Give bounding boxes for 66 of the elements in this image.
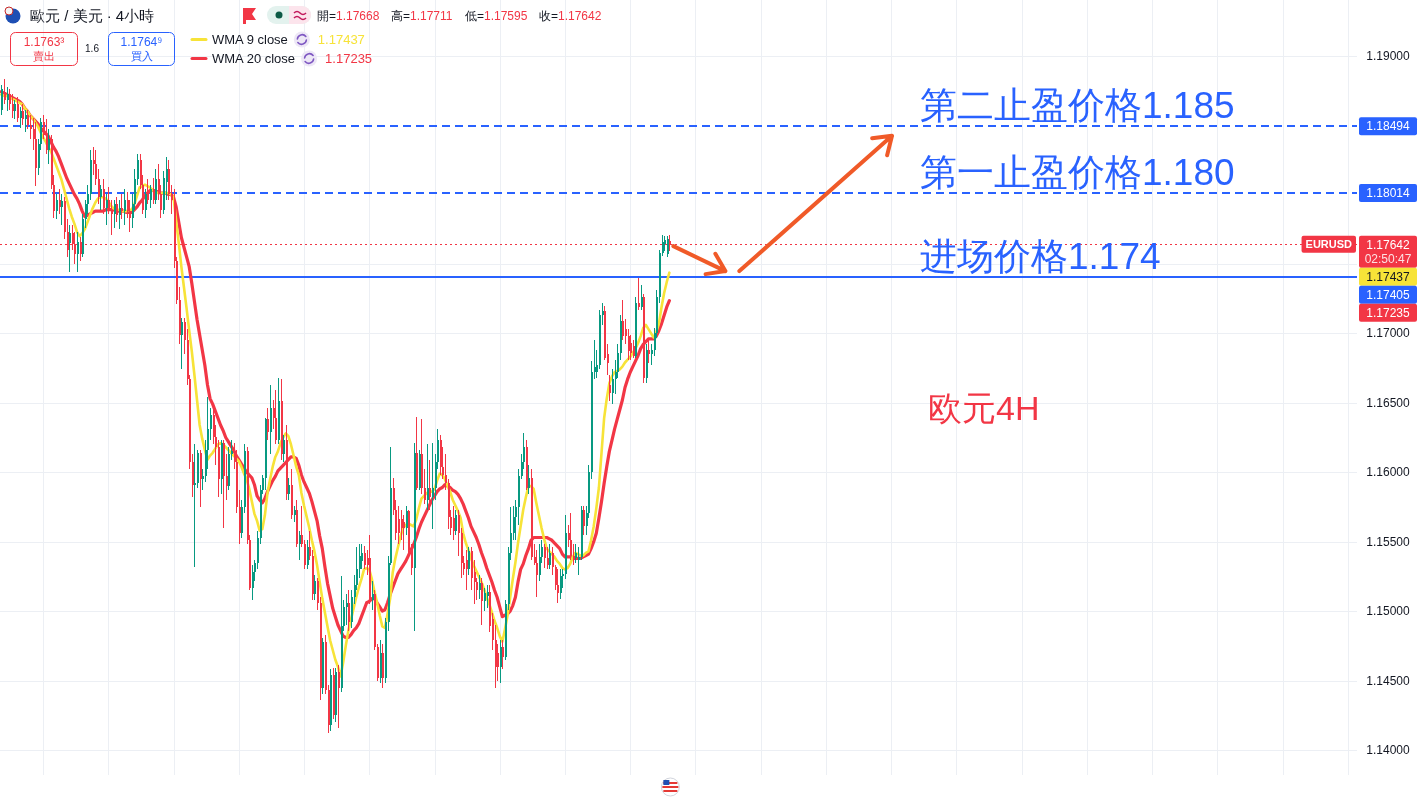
annotation: 賣出: [33, 50, 55, 62]
annotation: 1.17437: [317, 32, 365, 47]
annotation: 第一止盈价格1.180: [920, 151, 1235, 193]
y-tick-label: 1.16000: [1366, 465, 1411, 480]
candlestick: [274, 389, 277, 445]
ref-line-label: 1.17642: [1366, 237, 1411, 252]
candlestick: [548, 543, 551, 570]
candlestick: [608, 374, 611, 402]
candlestick: [556, 568, 559, 604]
legend-label: WMA 20 close: [212, 51, 296, 66]
candlestick: [499, 639, 502, 684]
ref-line-label: 1.17405: [1366, 287, 1411, 302]
annotation: 1.17235: [325, 51, 373, 66]
annotation: 低=1.17595: [465, 9, 528, 23]
candlestick: [19, 106, 22, 129]
candlestick: [483, 587, 486, 612]
annotation: 收=1.17642: [539, 9, 602, 23]
candlestick: [569, 512, 572, 561]
candlestick: [24, 109, 27, 133]
candlestick: [397, 505, 400, 545]
candlestick: [55, 193, 58, 220]
y-tick-label: 1.16500: [1366, 395, 1411, 410]
ref-line-label: 1.18494: [1366, 119, 1411, 134]
text: 1.17437: [1366, 269, 1411, 284]
y-tick-label: 1.17000: [1366, 326, 1411, 341]
ref-line-label: 1.18014: [1366, 186, 1411, 200]
text: 1.17235: [1366, 305, 1411, 320]
candlestick: [149, 184, 152, 209]
candlestick: [426, 443, 429, 511]
y-tick-label: 1.19000: [1366, 48, 1411, 63]
candlestick: [76, 231, 79, 273]
candlestick: [113, 199, 116, 229]
candlestick: [439, 434, 442, 476]
candlestick: [0, 84, 3, 116]
annotation: 高=1.17711: [391, 9, 453, 23]
legend-label: WMA 9 close: [212, 32, 288, 47]
chart-title: 歐元 / 美元 · 4小時: [30, 7, 155, 24]
annotation: 进场价格1.174: [920, 236, 1161, 278]
annotation: 欧元4H: [928, 389, 1040, 427]
y-tick-label: 1.15000: [1366, 604, 1411, 619]
annotation: EURUSD: [1305, 238, 1353, 251]
candlestick: [154, 168, 157, 205]
candlestick: [452, 505, 455, 541]
candlestick: [543, 543, 546, 569]
candlestick: [269, 384, 272, 455]
candlestick: [123, 188, 126, 226]
candlestick: [538, 543, 541, 582]
annotation: 第二止盈价格1.185: [920, 84, 1235, 126]
y-tick-label: 1.15500: [1366, 534, 1411, 549]
y-tick-label: 1.14000: [1366, 743, 1411, 757]
candlestick: [546, 546, 549, 570]
annotation: 1.1763³: [23, 35, 65, 49]
annotation: 開=1.17668: [317, 9, 380, 23]
candlestick: [627, 328, 630, 361]
annotation: 買入: [130, 50, 153, 62]
candlestick: [480, 577, 483, 626]
y-tick-label: 1.14500: [1366, 673, 1411, 688]
candlestick: [11, 93, 14, 119]
candlestick: [303, 539, 306, 570]
candlestick: [3, 78, 6, 105]
candlestick: [559, 568, 562, 600]
text: 02:50:47: [1364, 251, 1412, 266]
annotation: 1.1764⁹: [120, 35, 163, 49]
candlestick: [465, 549, 468, 591]
annotation: 1.6: [85, 43, 100, 54]
candlestick: [110, 199, 113, 236]
